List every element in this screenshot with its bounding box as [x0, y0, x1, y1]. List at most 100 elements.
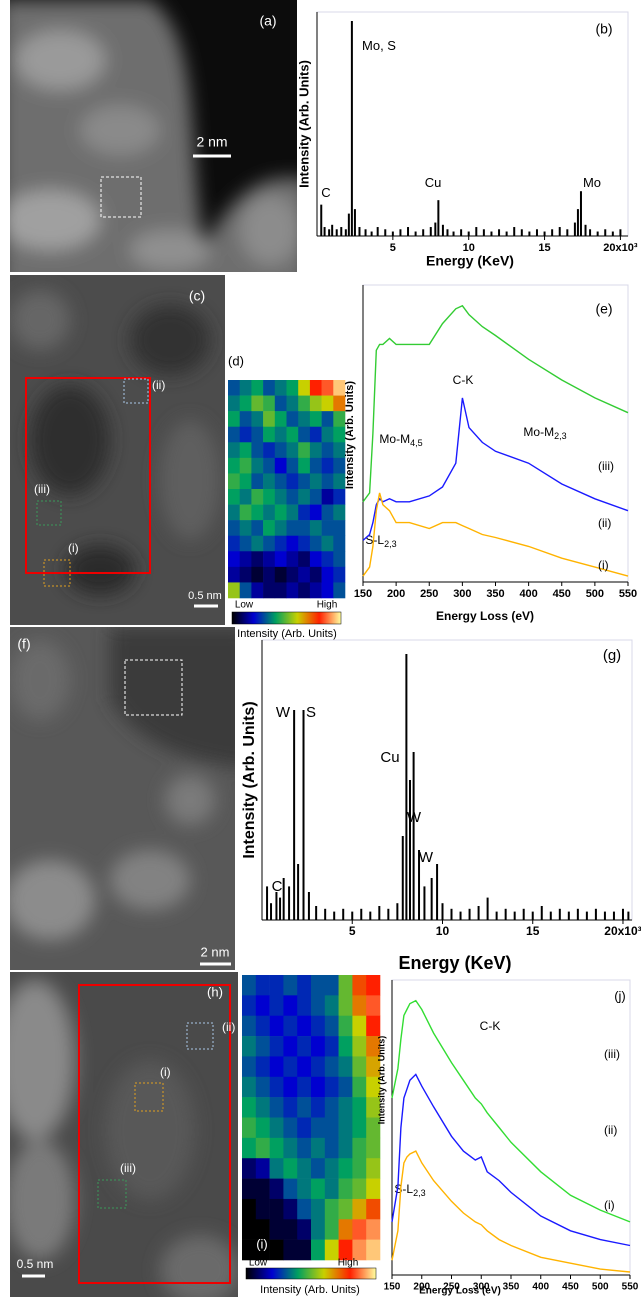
heatmap-cell	[286, 551, 299, 568]
heatmap-cell	[298, 566, 311, 583]
x-tick-label: 10	[463, 242, 475, 254]
heatmap-cell	[352, 1239, 367, 1261]
heatmap-cell	[255, 1056, 270, 1078]
heatmap-cell	[269, 1198, 284, 1220]
heatmap-cell	[324, 1117, 339, 1139]
roi	[97, 1179, 127, 1209]
heatmap-cell	[309, 473, 322, 490]
x-tick-label: 5	[390, 242, 396, 254]
heatmap-cell	[286, 380, 299, 396]
panel-label: (b)	[595, 21, 612, 37]
annotation-text: W	[419, 849, 434, 866]
micrograph-c: (ii) (iii) (i) 0.5 nm (c)	[10, 275, 225, 625]
heatmap-cell	[251, 551, 264, 568]
heatmap-cell	[298, 582, 311, 599]
heatmap-cell	[263, 551, 276, 568]
heatmap-cell	[286, 473, 299, 490]
heatmap-cell	[311, 1239, 326, 1261]
heatmap-cell	[283, 1015, 298, 1037]
heatmap-cell	[228, 395, 240, 412]
annotation-text: S-L	[394, 1182, 413, 1196]
heatmap-cell	[324, 1056, 339, 1078]
heatmap-cell	[366, 1239, 381, 1261]
heatmap-cell	[352, 1117, 367, 1139]
x-axis-title: Energy (KeV)	[426, 253, 514, 269]
heatmap-cell	[228, 551, 240, 568]
y-axis-title: Intensity (Arb. Units)	[296, 60, 311, 188]
heatmap-cell	[333, 489, 346, 505]
colorbar-high: High	[338, 1258, 359, 1269]
heatmap-cell	[321, 426, 334, 443]
heatmap-cell	[283, 1137, 298, 1159]
heatmap-cell	[321, 457, 334, 474]
heatmap-cell	[333, 380, 346, 396]
heatmap-cell	[239, 426, 252, 443]
heatmap-cell	[274, 489, 287, 505]
heatmap-cell	[255, 1219, 270, 1240]
heatmap-cell	[298, 520, 311, 537]
heatmap-cell	[274, 457, 287, 474]
colorbar	[245, 1267, 377, 1280]
spectrum-line	[362, 492, 629, 577]
heatmap-cell	[239, 566, 252, 583]
heatmap-cell	[263, 442, 276, 459]
heatmap-cell	[298, 442, 311, 459]
heatmap-cell	[297, 1015, 312, 1037]
heatmap-cell	[321, 566, 334, 583]
annotation-text: S	[306, 704, 316, 721]
heatmap-cell	[311, 1036, 326, 1057]
spectrum-line	[362, 304, 629, 503]
colorbar-low: Low	[235, 600, 254, 611]
heatmap-cell	[321, 489, 334, 505]
heatmap-cell	[297, 1137, 312, 1159]
heatmap-cell	[269, 1015, 284, 1037]
heatmap-cell	[338, 1239, 353, 1261]
x-tick-label: 350	[503, 1282, 520, 1293]
heatmap-cell	[297, 1178, 312, 1200]
heatmap-cell	[309, 411, 322, 428]
heatmap-cell	[251, 380, 264, 396]
heatmap-cell	[321, 380, 334, 396]
heatmap-cell	[298, 380, 311, 396]
heatmap-cell	[283, 1219, 298, 1240]
annotation-text: C-K	[453, 373, 474, 387]
heatmap-cell	[251, 535, 264, 552]
heatmap-cell	[255, 1198, 270, 1220]
heatmap-cell	[338, 1056, 353, 1078]
heatmap-cell	[251, 489, 264, 505]
roi	[134, 1082, 164, 1112]
heatmap-cell	[311, 1056, 326, 1078]
heatmap-cell	[366, 1137, 381, 1159]
heatmap-cell	[333, 520, 346, 537]
heatmap-cell	[274, 426, 287, 443]
heatmap-cell	[366, 1097, 381, 1118]
heatmap-cell	[269, 1117, 284, 1139]
heatmap-cell	[242, 1056, 257, 1078]
heatmap-cell	[321, 582, 334, 599]
heatmap-cell	[352, 1056, 367, 1078]
heatmap-cell	[239, 551, 252, 568]
series-label: (iii)	[604, 1047, 620, 1061]
heatmap-cell	[324, 1178, 339, 1200]
annotation: C	[272, 878, 283, 895]
heatmap-cell	[274, 380, 287, 396]
heatmap-cell	[251, 473, 264, 490]
heatmap-cell	[255, 1076, 270, 1098]
heatmap-cell	[324, 1158, 339, 1179]
heatmap-cell	[309, 551, 322, 568]
x-tick-label: 550	[619, 588, 637, 600]
heatmap-cell	[255, 1036, 270, 1057]
heatmap-cell	[286, 582, 299, 599]
heatmap-cell	[324, 1076, 339, 1098]
heatmap-cell	[352, 1219, 367, 1240]
heatmap-cell	[311, 1097, 326, 1118]
heatmap-cell	[352, 1198, 367, 1220]
panel-label: (f)	[17, 636, 30, 652]
heatmap-cell	[263, 504, 276, 521]
heatmap-cell	[228, 566, 240, 583]
region-label: (ii)	[152, 378, 165, 392]
annotation: C	[321, 185, 330, 200]
heatmap-cell	[274, 566, 287, 583]
heatmap-cell	[366, 1015, 381, 1037]
